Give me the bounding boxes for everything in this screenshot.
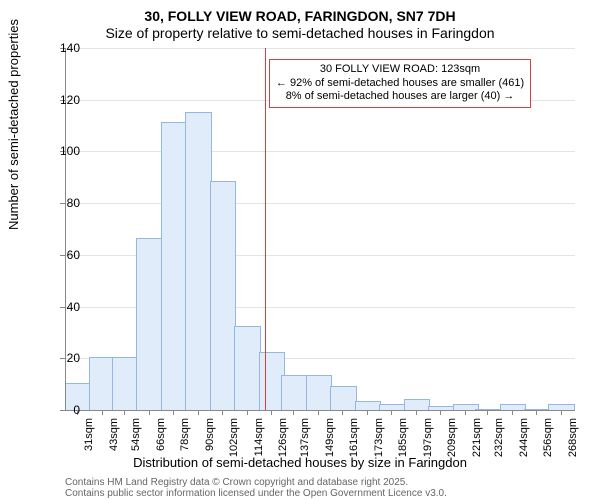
x-tick-label: 256sqm [542, 418, 554, 458]
histogram-bar [330, 386, 356, 410]
x-tick-mark [271, 410, 272, 415]
plot-area: 30 FOLLY VIEW ROAD: 123sqm← 92% of semi-… [65, 48, 575, 410]
histogram-bar [112, 357, 138, 410]
y-tick-label: 80 [40, 196, 80, 210]
annotation-line-1: 30 FOLLY VIEW ROAD: 123sqm [276, 63, 524, 77]
x-tick-mark [391, 410, 392, 415]
x-axis-line [65, 410, 575, 411]
x-tick-label: 43sqm [108, 418, 120, 458]
histogram-bar [136, 238, 162, 410]
chart-subtitle: Size of property relative to semi-detach… [0, 25, 600, 42]
chart-title: 30, FOLLY VIEW ROAD, FARINGDON, SN7 7DH [0, 0, 600, 25]
x-tick-label: 197sqm [422, 418, 434, 458]
x-tick-label: 173sqm [373, 418, 385, 458]
x-tick-mark [416, 410, 417, 415]
x-tick-label: 221sqm [471, 418, 483, 458]
x-tick-label: 268sqm [567, 418, 579, 458]
annotation-line-3: 8% of semi-detached houses are larger (4… [276, 90, 524, 104]
x-tick-mark [342, 410, 343, 415]
marker-line [265, 48, 266, 410]
y-tick-label: 0 [40, 403, 80, 417]
x-tick-label: 102sqm [228, 418, 240, 458]
x-tick-mark [102, 410, 103, 415]
x-tick-label: 244sqm [518, 418, 530, 458]
x-tick-label: 31sqm [83, 418, 95, 458]
x-tick-label: 78sqm [179, 418, 191, 458]
y-tick-label: 60 [40, 248, 80, 262]
x-tick-mark [124, 410, 125, 415]
x-tick-label: 209sqm [446, 418, 458, 458]
y-tick-label: 40 [40, 300, 80, 314]
x-tick-mark [222, 410, 223, 415]
x-tick-label: 126sqm [277, 418, 289, 458]
annotation-line-2: ← 92% of semi-detached houses are smalle… [276, 77, 524, 91]
gridline [65, 203, 575, 204]
histogram-bar [306, 375, 332, 410]
x-tick-label: 54sqm [130, 418, 142, 458]
x-tick-label: 185sqm [397, 418, 409, 458]
x-tick-mark [247, 410, 248, 415]
x-tick-mark [318, 410, 319, 415]
x-tick-label: 90sqm [204, 418, 216, 458]
x-tick-label: 66sqm [155, 418, 167, 458]
footer-line-2: Contains public sector information licen… [65, 488, 447, 499]
x-tick-mark [173, 410, 174, 415]
y-tick-label: 20 [40, 351, 80, 365]
x-tick-label: 137sqm [299, 418, 311, 458]
histogram-bar [185, 112, 211, 410]
y-tick-label: 100 [40, 144, 80, 158]
x-tick-mark [293, 410, 294, 415]
x-tick-mark [536, 410, 537, 415]
x-tick-mark [367, 410, 368, 415]
x-tick-mark [440, 410, 441, 415]
x-tick-label: 149sqm [324, 418, 336, 458]
histogram-bar [404, 399, 430, 410]
x-tick-mark [512, 410, 513, 415]
chart-container: 30, FOLLY VIEW ROAD, FARINGDON, SN7 7DH … [0, 0, 600, 500]
x-tick-mark [487, 410, 488, 415]
histogram-bar [281, 375, 307, 410]
x-tick-mark [561, 410, 562, 415]
histogram-bar [161, 122, 187, 410]
x-tick-mark [465, 410, 466, 415]
gridline [65, 151, 575, 152]
gridline [65, 48, 575, 49]
y-axis-label: Number of semi-detached properties [6, 19, 21, 230]
histogram-bar [234, 326, 260, 410]
histogram-bar [210, 181, 236, 410]
x-tick-mark [198, 410, 199, 415]
y-tick-label: 120 [40, 93, 80, 107]
x-tick-label: 114sqm [253, 418, 265, 458]
x-tick-label: 232sqm [493, 418, 505, 458]
x-tick-mark [149, 410, 150, 415]
footer-line-1: Contains HM Land Registry data © Crown c… [65, 477, 408, 488]
annotation-box: 30 FOLLY VIEW ROAD: 123sqm← 92% of semi-… [269, 59, 531, 108]
y-tick-label: 140 [40, 41, 80, 55]
x-tick-label: 161sqm [348, 418, 360, 458]
histogram-bar [355, 401, 381, 410]
